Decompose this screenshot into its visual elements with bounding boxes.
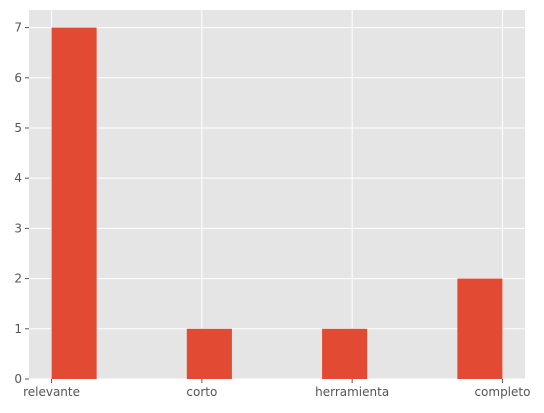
- bar-completo: [457, 278, 503, 379]
- x-tick-label: corto: [186, 385, 217, 399]
- y-tick-label: 5: [14, 121, 22, 135]
- x-tick-label: completo: [474, 385, 530, 399]
- y-tick-label: 2: [14, 272, 22, 286]
- bar-relevante: [51, 27, 97, 379]
- bars: [51, 27, 503, 379]
- bar-herramienta: [322, 328, 368, 379]
- y-grid: [29, 27, 525, 380]
- bar-corto: [186, 328, 232, 379]
- y-tick-label: 7: [14, 21, 22, 35]
- y-tick-label: 0: [14, 372, 22, 386]
- y-axis: 0 1 2 3 4 5 6 7: [14, 21, 29, 386]
- plot-area: [29, 10, 525, 379]
- y-tick-label: 3: [14, 221, 22, 235]
- y-tick-label: 1: [14, 322, 22, 336]
- y-tick-label: 6: [14, 71, 22, 85]
- x-axis: relevante corto herramienta completo: [23, 379, 530, 399]
- x-tick-label: herramienta: [315, 385, 389, 399]
- y-tick-label: 4: [14, 171, 22, 185]
- x-tick-label: relevante: [23, 385, 80, 399]
